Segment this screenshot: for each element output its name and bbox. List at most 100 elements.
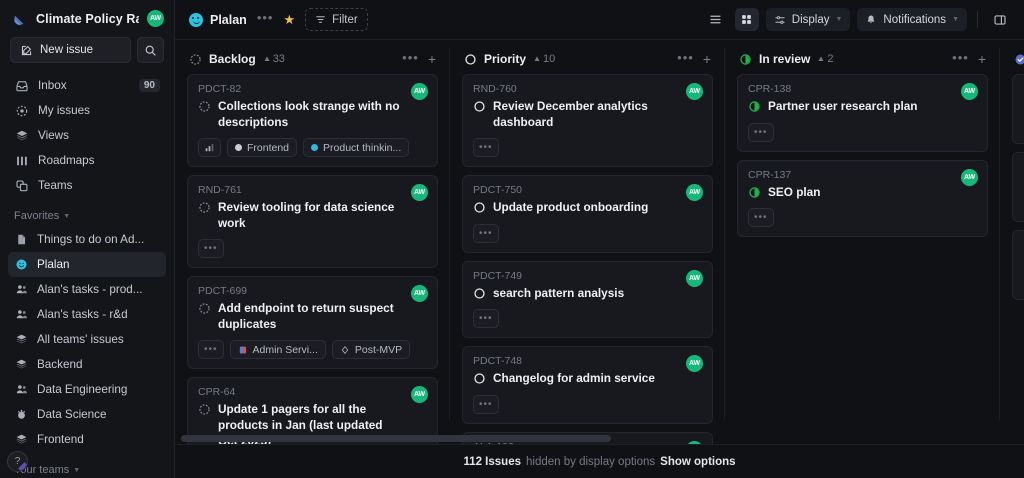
priority-none-icon[interactable]: ••• [473,394,499,414]
add-issue-icon[interactable]: + [702,51,711,67]
todo-circle-icon[interactable] [473,201,486,214]
sidebar-item-plalan[interactable]: Plalan [8,252,166,277]
sidebar-item-my-issues[interactable]: My issues [8,98,166,123]
avatar[interactable]: AW [686,269,703,287]
priority-none-icon[interactable]: ••• [748,122,774,142]
priority-none-icon[interactable]: ••• [198,340,224,360]
milestone-chip-post-mvp[interactable]: Post-MVP [331,340,411,360]
priority-none-icon[interactable]: ••• [473,138,499,158]
backlog-dashed-circle-icon[interactable] [198,100,211,113]
sidebar-item-frontend[interactable]: Frontend [8,427,166,452]
board-view-button[interactable] [734,8,759,31]
issue-card[interactable] [1012,230,1024,300]
backlog-dashed-circle-icon[interactable] [198,403,211,416]
add-issue-icon[interactable]: + [427,51,436,67]
priority-none-icon[interactable]: ••• [198,239,224,259]
label-chip-product-thinking[interactable]: Product thinkin... [303,138,410,158]
sidebar-item-roadmaps[interactable]: Roadmaps [8,148,166,173]
avatar[interactable]: AW [961,168,978,186]
issue-card[interactable]: CPR-137 AW SEO plan ••• [737,159,988,238]
sidebar-item-backend[interactable]: Backend [8,352,166,377]
avatar[interactable]: AW [411,285,428,303]
board-scroll-area[interactable]: Backlog 33 ••• + PDCT-82 AW [175,40,1024,444]
todo-circle-icon[interactable] [473,372,486,385]
avatar[interactable]: AW [147,10,164,27]
more-dots-icon[interactable]: ••• [402,49,419,65]
in-review-circle-icon[interactable] [748,100,761,113]
label-chip-frontend[interactable]: Frontend [227,138,298,158]
avatar[interactable]: AW [411,184,428,202]
sliders-icon [774,14,786,26]
avatar[interactable]: AW [686,355,703,373]
your-teams-header[interactable]: Your teams ▼ [0,452,174,478]
issue-card[interactable] [1012,152,1024,222]
favorites-section-header[interactable]: Favorites ▼ [0,198,174,227]
sidebar-item-all-teams-issues[interactable]: All teams' issues [8,327,166,352]
sidebar-item-teams[interactable]: Teams [8,173,166,198]
avatar[interactable]: AW [686,83,703,100]
more-dots-icon[interactable]: ••• [256,10,274,25]
display-label: Display [791,13,830,26]
issue-card[interactable]: RND-760 AW Review December analytics das… [462,74,713,168]
issue-card[interactable]: RND-761 AW Review tooling for data scien… [187,175,438,269]
priority-none-icon[interactable]: ••• [473,223,499,243]
priority-none-icon[interactable]: ••• [748,208,774,228]
sidebar-item-alans-tasks-prod[interactable]: Alan's tasks - prod... [8,277,166,302]
avatar[interactable]: AW [686,440,703,444]
sidebar-item-alans-tasks-rd[interactable]: Alan's tasks - r&d [8,302,166,327]
issue-card[interactable]: CPR-64 AW Update 1 pagers for all the pr… [187,377,438,444]
in-review-circle-icon[interactable] [748,186,761,199]
sidebar-item-label: Views [38,129,69,142]
backlog-dashed-circle-icon[interactable] [198,201,211,214]
roadmaps-icon [14,153,29,168]
issue-card[interactable]: PDCT-699 AW Add endpoint to return suspe… [187,276,438,370]
issue-card[interactable]: PDCT-749 AW search pattern analysis ••• [462,260,713,339]
avatar[interactable]: AW [686,184,703,202]
show-options-link[interactable]: Show options [660,455,736,468]
priority-bars-icon[interactable] [198,138,221,158]
priority-none-icon[interactable]: ••• [473,309,499,329]
avatar[interactable]: AW [411,386,428,404]
issue-card[interactable]: CPR-138 AW Partner user research plan ••… [737,74,988,152]
more-dots-icon[interactable]: ••• [677,49,694,65]
scrollbar-thumb[interactable] [181,435,611,442]
column-actions: ••• + [677,51,711,68]
add-issue-icon[interactable]: + [977,51,986,67]
backlog-dashed-circle-icon[interactable] [198,302,211,315]
help-button[interactable]: ? [7,451,28,472]
display-button[interactable]: Display ▼ [765,8,851,31]
sidebar-item-data-science[interactable]: Data Science [8,402,166,427]
people-icon [14,283,28,297]
issue-id: PDCT-750 [473,184,523,197]
search-button[interactable] [137,37,164,63]
filter-icon [315,14,326,25]
issue-card[interactable]: PDCT-748 AW Changelog for admin service … [462,346,713,424]
view-title[interactable]: Plalan [189,12,247,27]
side-panel-toggle[interactable] [988,8,1012,31]
issue-id: PDCT-82 [198,83,242,95]
sidebar-item-data-engineering[interactable]: Data Engineering [8,377,166,402]
star-icon[interactable]: ★ [283,11,296,27]
issue-card[interactable]: PDCT-82 AW Collections look strange with… [187,74,438,168]
project-chip-admin-service[interactable]: Admin Servi... [229,340,326,360]
avatar[interactable]: AW [411,83,428,100]
todo-circle-icon[interactable] [473,100,486,113]
sidebar-item-things-to-do[interactable]: Things to do on Ad... [8,227,166,252]
avatar[interactable]: AW [961,83,978,100]
sidebar-item-inbox[interactable]: Inbox 90 [8,73,166,98]
column-header [1012,44,1024,74]
list-view-button[interactable] [704,8,728,31]
issue-meta: ••• Admin Servi... [198,340,427,360]
workspace-header[interactable]: Climate Policy Ra... AW [0,0,174,35]
sidebar-item-label: Inbox [38,79,67,92]
new-issue-button[interactable]: New issue [10,37,131,63]
issue-card[interactable] [1012,74,1024,144]
horizontal-scrollbar[interactable] [181,435,1018,442]
filter-button[interactable]: Filter [305,8,368,31]
notifications-button[interactable]: Notifications ▼ [857,8,967,31]
sidebar-item-views[interactable]: Views [8,123,166,148]
more-dots-icon[interactable]: ••• [952,49,969,65]
status-bar: 112 Issues hidden by display options Sho… [175,444,1024,478]
issue-card[interactable]: PDCT-750 AW Update product onboarding ••… [462,175,713,253]
todo-circle-icon[interactable] [473,287,486,300]
